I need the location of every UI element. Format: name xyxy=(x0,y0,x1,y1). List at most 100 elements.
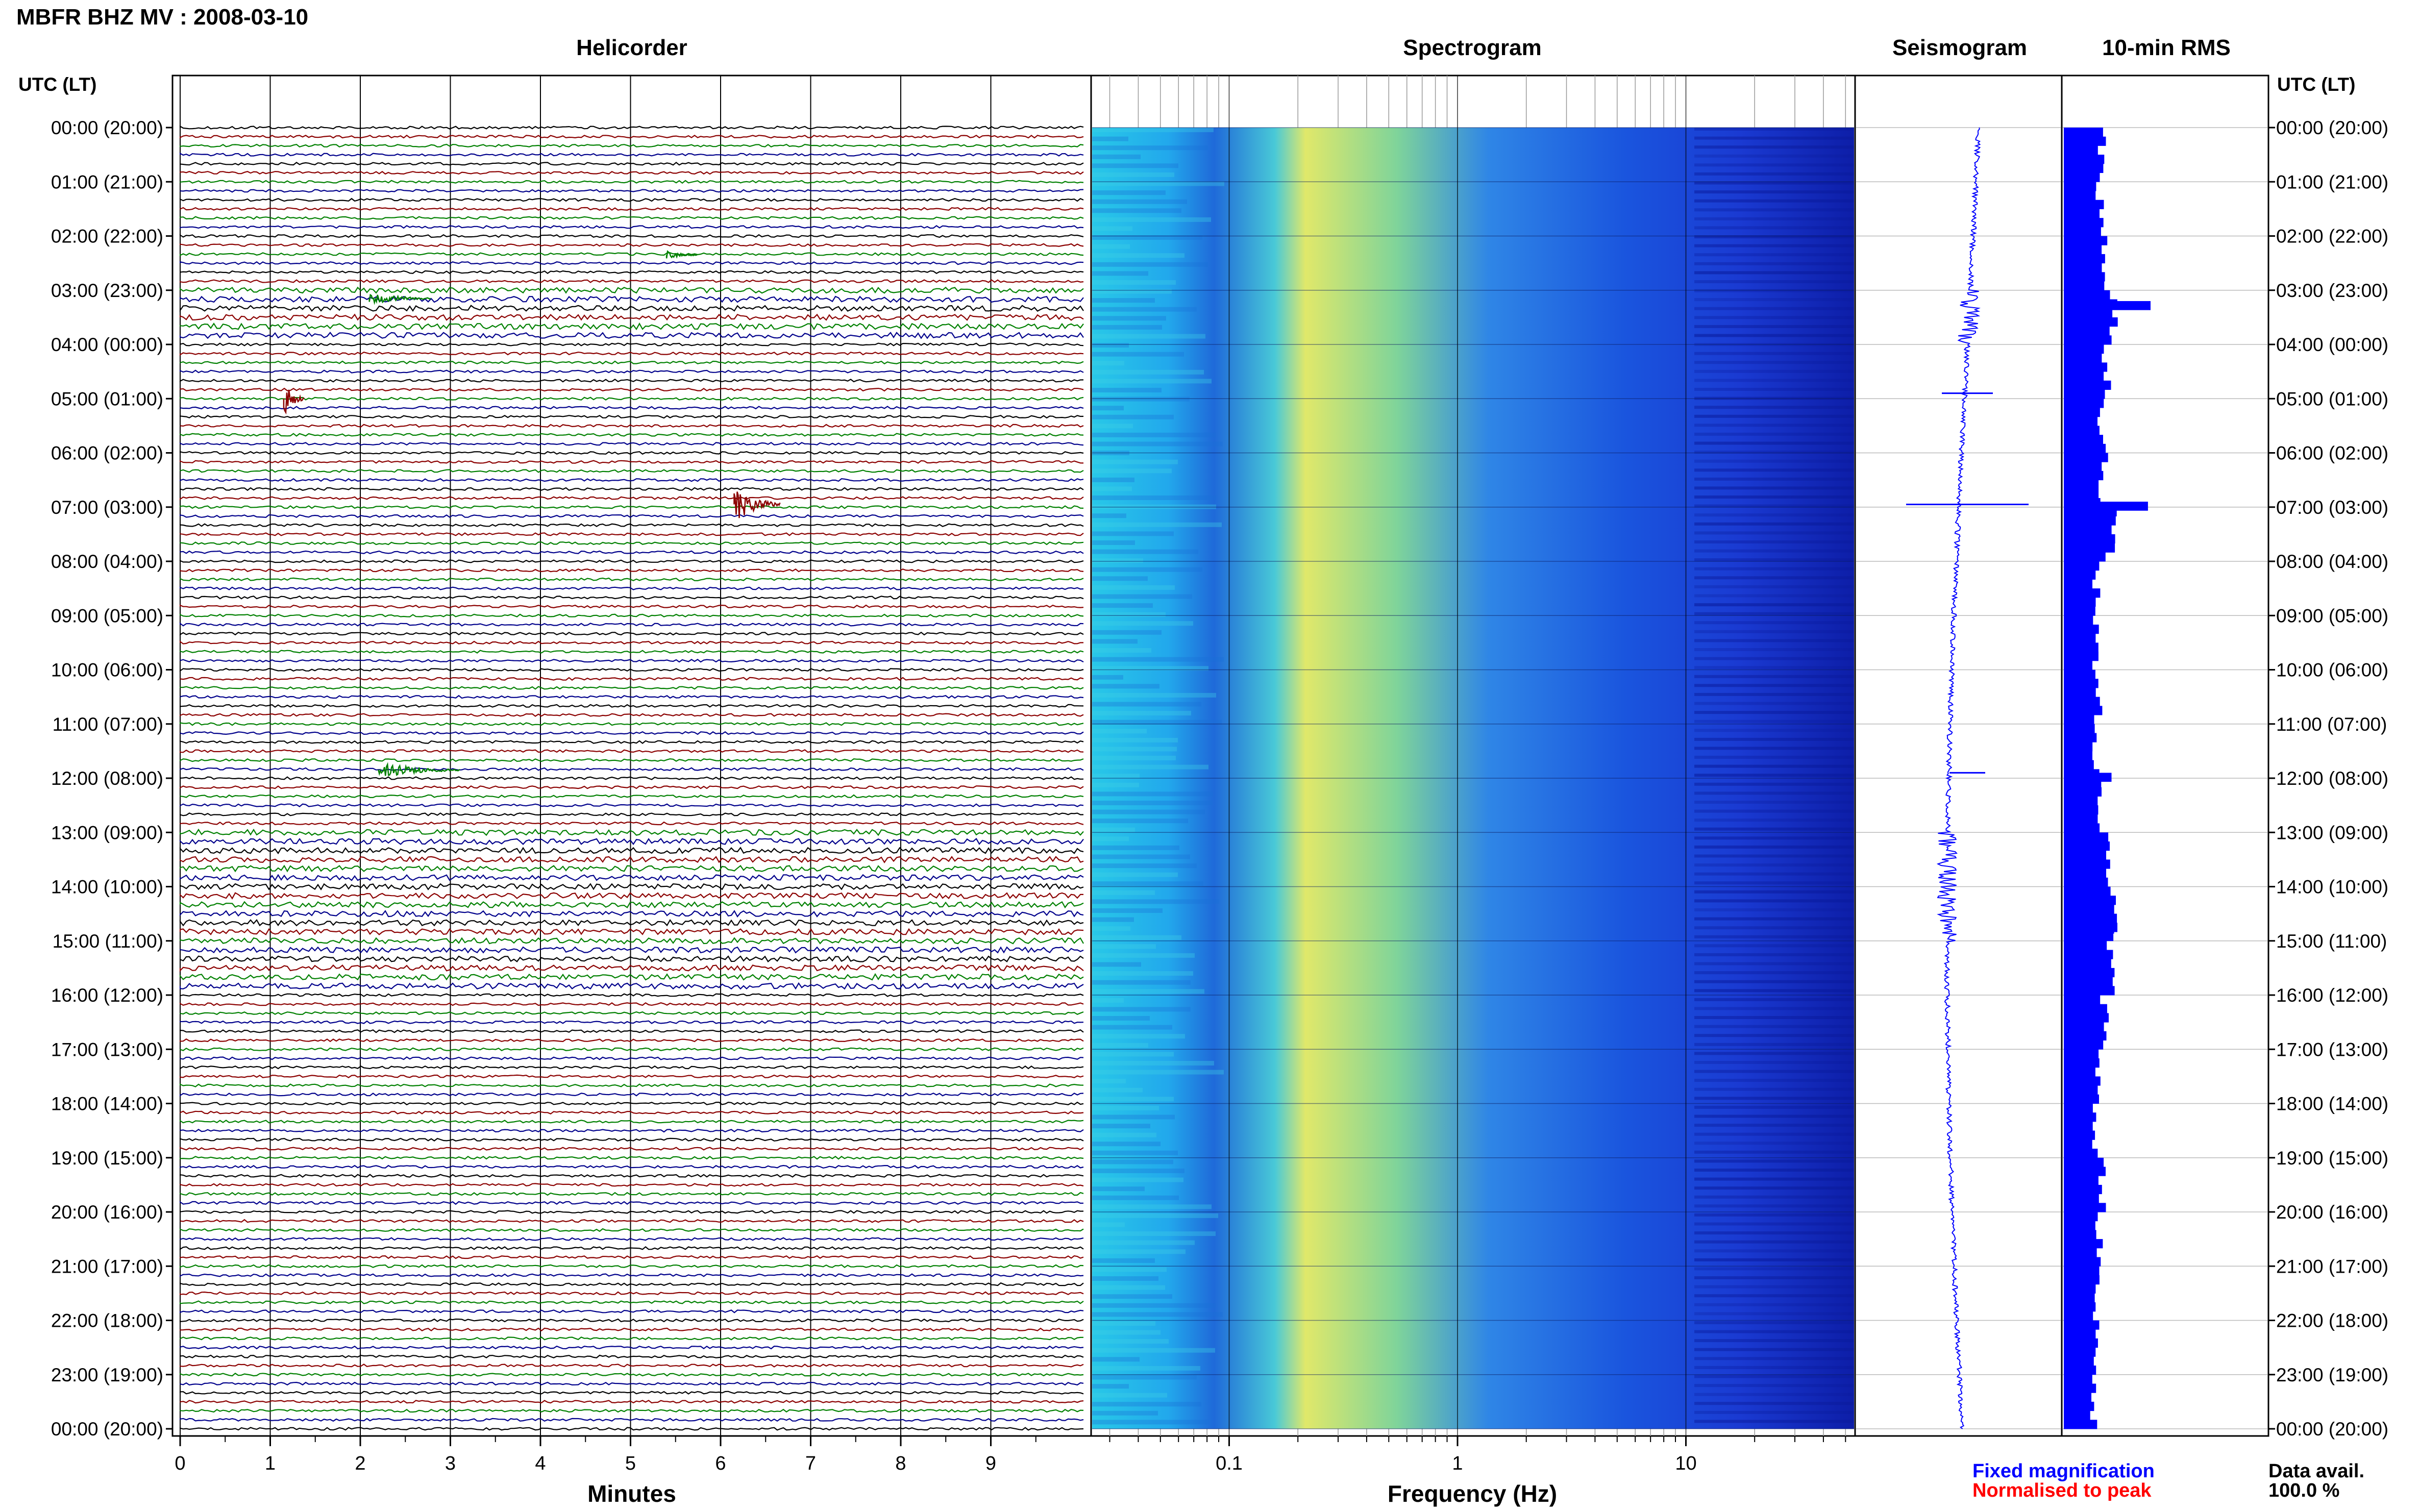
rms-bar xyxy=(2064,1257,2101,1267)
helicorder-trace-line xyxy=(179,821,1084,826)
spectrogram-band-high xyxy=(1694,1267,1854,1271)
spectrogram-band-high xyxy=(1694,244,1854,247)
spectrogram-band xyxy=(1092,1025,1172,1030)
spectrogram-band-high xyxy=(1694,917,1854,921)
spectrogram-band xyxy=(1092,908,1163,913)
spectrogram-tick-label: 0.1 xyxy=(1216,1453,1243,1474)
time-label-left: 08:00 (04:00) xyxy=(51,551,163,572)
rms-bar xyxy=(2064,245,2102,255)
rms-bar xyxy=(2064,859,2110,869)
spectrogram-band xyxy=(1092,720,1222,725)
spectrogram-band-high xyxy=(1694,145,1854,149)
rms-bar xyxy=(2064,832,2109,842)
rms-bar xyxy=(2064,308,2113,318)
helicorder-trace-line xyxy=(180,270,1084,275)
helicorder-trace-line xyxy=(179,856,1084,863)
time-label-right: 08:00 (04:00) xyxy=(2276,551,2388,572)
rms-panel xyxy=(2061,75,2269,1437)
spectrogram-band-high xyxy=(1694,1231,1854,1235)
spectrogram-band xyxy=(1092,396,1190,402)
rms-bar xyxy=(2064,128,2103,137)
rms-bar xyxy=(2064,886,2111,896)
spectrogram-band-high xyxy=(1694,468,1854,472)
spectrogram-band xyxy=(1092,998,1124,1003)
spectrogram-xlabel: Frequency (Hz) xyxy=(1388,1480,1557,1507)
spectrogram-band xyxy=(1092,747,1177,752)
spectrogram-band-high xyxy=(1694,1285,1854,1288)
rms-bar xyxy=(2064,1149,2098,1158)
helicorder-trace-line xyxy=(179,1056,1084,1060)
spectrogram-band xyxy=(1092,594,1192,599)
helicorder-trace-line xyxy=(179,523,1084,527)
spectrogram-band-high xyxy=(1694,962,1854,965)
helicorder-trace-line xyxy=(179,441,1084,446)
helicorder-trace-line xyxy=(179,1210,1084,1214)
helicorder-trace-line xyxy=(179,622,1084,627)
helicorder-tick-label: 7 xyxy=(805,1453,816,1474)
spectrogram-band-high xyxy=(1694,585,1854,588)
helicorder-trace-line xyxy=(179,1128,1084,1133)
rms-bar xyxy=(2064,462,2102,472)
time-label-left: 07:00 (03:00) xyxy=(51,497,163,518)
time-label-right: 20:00 (16:00) xyxy=(2276,1202,2388,1223)
helicorder-tick-label: 9 xyxy=(985,1453,996,1474)
time-label-left: 20:00 (16:00) xyxy=(51,1202,163,1223)
spectrogram-band-high xyxy=(1694,549,1854,553)
spectrogram-band xyxy=(1092,639,1138,644)
helicorder-trace-line xyxy=(180,424,1084,428)
helicorder-events xyxy=(283,250,781,776)
helicorder-trace-line xyxy=(179,1155,1084,1160)
helicorder-event xyxy=(283,389,305,415)
spectrogram-band-high xyxy=(1694,262,1854,265)
helicorder-event xyxy=(378,762,460,776)
rms-bar xyxy=(2064,986,2115,996)
spectrogram-band xyxy=(1092,1321,1155,1326)
rms-bar xyxy=(2064,1239,2103,1249)
spectrogram-band xyxy=(1092,128,1214,132)
rms-bar xyxy=(2064,353,2102,363)
helicorder-trace-line xyxy=(179,1029,1084,1033)
spectrogram-band xyxy=(1092,1070,1224,1075)
spectrogram-band xyxy=(1092,576,1148,581)
rms-bar xyxy=(2064,172,2100,182)
helicorder-trace-line xyxy=(179,785,1084,789)
rms-bar xyxy=(2064,218,2104,228)
spectrogram-band-high xyxy=(1694,639,1854,642)
time-label-left: 17:00 (13:00) xyxy=(51,1039,163,1060)
spectrogram-band xyxy=(1092,531,1174,536)
seismogram-title: Seismogram xyxy=(1892,35,2027,60)
rms-bar xyxy=(2064,1194,2099,1203)
spectrogram-band-high xyxy=(1694,154,1854,158)
spectrogram-band xyxy=(1092,540,1135,545)
spectrogram-band-high xyxy=(1694,890,1854,894)
spectrogram-band xyxy=(1092,621,1193,626)
time-label-right: 10:00 (06:00) xyxy=(2276,660,2388,681)
spectrogram-band xyxy=(1092,361,1124,366)
helicorder-trace-line xyxy=(179,460,1084,464)
spectrogram-band-high xyxy=(1694,747,1854,750)
spectrogram-band xyxy=(1092,154,1141,159)
helicorder-grid xyxy=(180,76,1036,1442)
time-label-left: 18:00 (14:00) xyxy=(51,1094,163,1114)
spectrogram-tick-label: 10 xyxy=(1675,1453,1696,1474)
spectrogram-band-high xyxy=(1694,235,1854,238)
spectrogram-rows xyxy=(1092,128,1854,1425)
rms-bar xyxy=(2064,516,2116,526)
helicorder-trace-line xyxy=(179,1345,1084,1350)
time-label-right: 21:00 (17:00) xyxy=(2276,1256,2388,1277)
helicorder-trace-line xyxy=(179,1427,1084,1431)
spectrogram-band xyxy=(1092,890,1155,895)
spectrogram-band-high xyxy=(1694,711,1854,714)
rms-bar xyxy=(2064,408,2100,417)
rms-bar xyxy=(2064,1347,2096,1357)
spectrogram-band-high xyxy=(1694,621,1854,625)
helicorder-trace-line xyxy=(179,973,1084,981)
rms-bar xyxy=(2064,660,2092,670)
rms-bar xyxy=(2064,1013,2109,1023)
rms-bar xyxy=(2064,1049,2099,1059)
rms-bar xyxy=(2064,841,2110,851)
rms-bar xyxy=(2064,687,2096,698)
time-label-right: 06:00 (02:00) xyxy=(2276,443,2388,464)
time-label-right: 23:00 (19:00) xyxy=(2276,1365,2388,1385)
